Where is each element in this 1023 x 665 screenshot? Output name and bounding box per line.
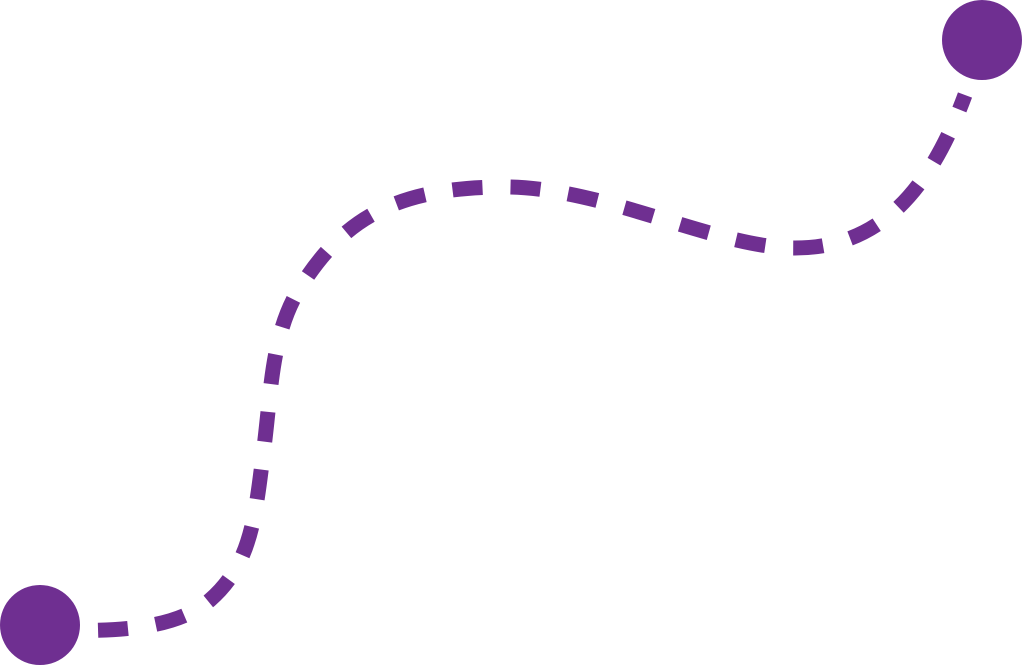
dashed-route-path	[39, 92, 973, 639]
start-point-marker	[0, 585, 80, 665]
end-point-marker	[942, 0, 1022, 80]
